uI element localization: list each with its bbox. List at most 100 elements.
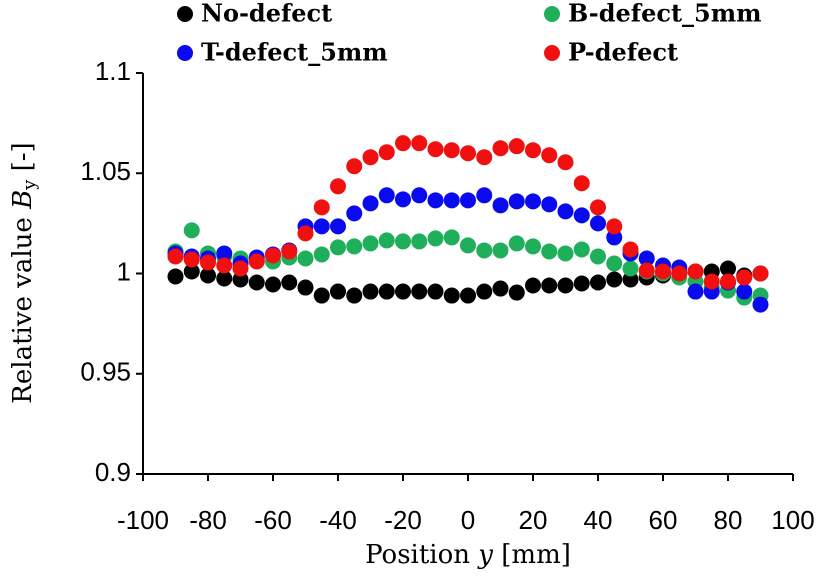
data-point	[638, 262, 655, 279]
data-point	[232, 260, 249, 277]
data-point	[167, 248, 184, 265]
data-point	[183, 222, 200, 239]
data-point	[362, 149, 379, 166]
y-label-unit: [-]	[8, 142, 38, 179]
data-point	[508, 235, 525, 252]
data-point	[573, 275, 590, 292]
y-tick-label: 0.9	[95, 457, 131, 487]
data-point	[622, 260, 639, 277]
data-point	[346, 158, 363, 175]
data-point	[541, 277, 558, 294]
data-point	[557, 154, 574, 171]
data-point	[265, 276, 281, 293]
data-point	[508, 284, 525, 301]
data-point	[183, 251, 200, 268]
y-tick-label: 1.1	[95, 56, 131, 86]
legend-marker	[177, 6, 193, 22]
data-point	[557, 277, 574, 294]
data-point	[167, 268, 184, 285]
data-point	[362, 195, 379, 212]
data-point	[297, 250, 314, 267]
x-axis-label: Position y [mm]	[365, 540, 571, 570]
legend-label: T-defect_5mm	[201, 38, 388, 67]
x-tick-label: 80	[714, 505, 743, 535]
data-point	[297, 225, 314, 242]
data-point	[508, 193, 525, 210]
legend-marker	[177, 45, 193, 61]
y-label-var: B	[8, 190, 38, 210]
data-point	[346, 238, 363, 255]
legend-marker	[544, 45, 560, 61]
data-point	[395, 191, 411, 208]
data-point	[443, 142, 460, 159]
x-tick-label: -100	[117, 505, 169, 535]
data-point	[378, 232, 395, 249]
y-tick-label: 1.05	[80, 156, 131, 186]
data-point	[590, 274, 606, 291]
data-point	[313, 287, 330, 304]
data-point	[541, 243, 558, 260]
y-axis-label: Relative value By [-]	[8, 142, 40, 403]
data-point	[541, 147, 558, 164]
data-point	[183, 263, 200, 280]
data-point	[265, 247, 281, 264]
y-tick-label: 1	[117, 256, 131, 286]
data-point	[703, 273, 720, 290]
data-point	[330, 218, 346, 235]
data-point	[200, 254, 216, 271]
x-label-text: Position	[365, 540, 478, 570]
data-point	[395, 135, 411, 152]
data-point	[427, 141, 444, 158]
data-point	[427, 230, 444, 247]
data-point	[395, 283, 411, 300]
data-point	[476, 187, 493, 204]
data-point	[557, 203, 574, 220]
data-point	[655, 263, 671, 280]
data-point	[443, 229, 460, 246]
x-tick-label: -40	[319, 505, 357, 535]
data-point	[281, 274, 298, 291]
data-point	[476, 242, 493, 259]
x-label-unit: [mm]	[493, 540, 571, 570]
data-point	[443, 192, 460, 209]
data-point	[460, 287, 476, 304]
legend-label: No-defect	[201, 0, 332, 28]
data-point	[492, 140, 509, 157]
data-point	[687, 263, 704, 280]
data-point	[200, 267, 216, 284]
data-point	[248, 253, 265, 270]
data-point	[460, 192, 476, 209]
data-point	[671, 265, 688, 282]
data-point	[411, 135, 428, 152]
x-tick-label: -80	[189, 505, 227, 535]
data-point	[573, 207, 590, 224]
data-point	[297, 279, 314, 296]
data-point	[232, 271, 249, 288]
data-point	[362, 235, 379, 252]
data-point	[508, 138, 525, 155]
data-point	[476, 283, 493, 300]
data-point	[378, 144, 395, 161]
data-point	[460, 145, 476, 162]
data-point	[346, 287, 363, 304]
data-point	[638, 250, 655, 267]
x-tick-label: 0	[461, 505, 475, 535]
x-tick-label: 60	[649, 505, 678, 535]
data-point	[622, 271, 639, 288]
x-tick-label: 20	[519, 505, 548, 535]
data-point	[525, 238, 541, 255]
data-point	[248, 274, 265, 291]
data-point	[395, 233, 411, 250]
data-point	[557, 245, 574, 262]
data-point	[330, 283, 346, 300]
data-point	[736, 269, 753, 286]
data-point	[752, 296, 769, 313]
data-point	[541, 196, 558, 213]
data-point	[476, 149, 493, 166]
x-tick-label: -20	[384, 505, 422, 535]
data-point	[752, 265, 769, 282]
data-point	[492, 197, 509, 214]
data-point	[720, 260, 736, 277]
y-label-text: Relative value	[8, 209, 38, 404]
